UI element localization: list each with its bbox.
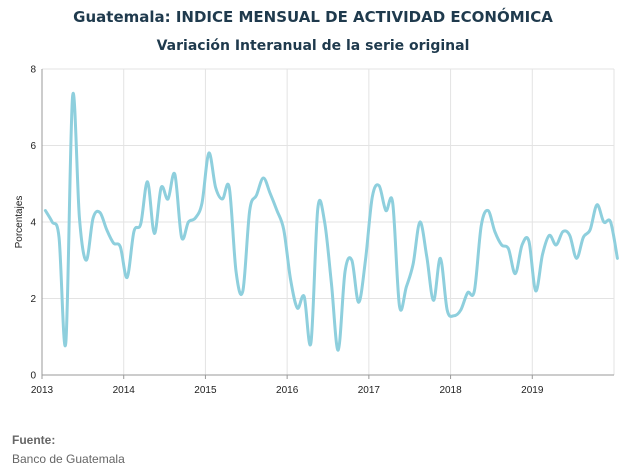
x-tick-label: 2017: [358, 385, 381, 396]
axes: [41, 69, 614, 379]
chart-subtitle: Variación Interanual de la serie origina…: [157, 38, 470, 54]
tick-labels: 0 2 4 6 8 2013 2014 2015 2016 2017 2018 2019: [30, 65, 543, 397]
chart-title: Guatemala: INDICE MENSUAL DE ACTIVIDAD E…: [73, 7, 553, 26]
source-text: Banco de Guatemala: [12, 452, 125, 466]
x-tick-label: 2014: [113, 385, 136, 396]
y-tick-label: 6: [30, 141, 36, 152]
x-tick-label: 2019: [521, 385, 544, 396]
source-label: Fuente:: [12, 433, 56, 447]
gridlines: [41, 68, 615, 376]
y-tick-label: 8: [30, 65, 36, 76]
x-tick-label: 2015: [194, 385, 217, 396]
x-tick-label: 2013: [31, 385, 54, 396]
x-tick-label: 2016: [276, 385, 299, 396]
y-axis-label: Porcentajes: [14, 196, 25, 249]
y-tick-label: 4: [30, 218, 36, 229]
series-layer: [43, 91, 619, 352]
series-line: [43, 91, 619, 352]
y-tick-label: 0: [30, 371, 36, 382]
x-tick-label: 2018: [439, 385, 462, 396]
y-tick-label: 2: [30, 294, 36, 305]
